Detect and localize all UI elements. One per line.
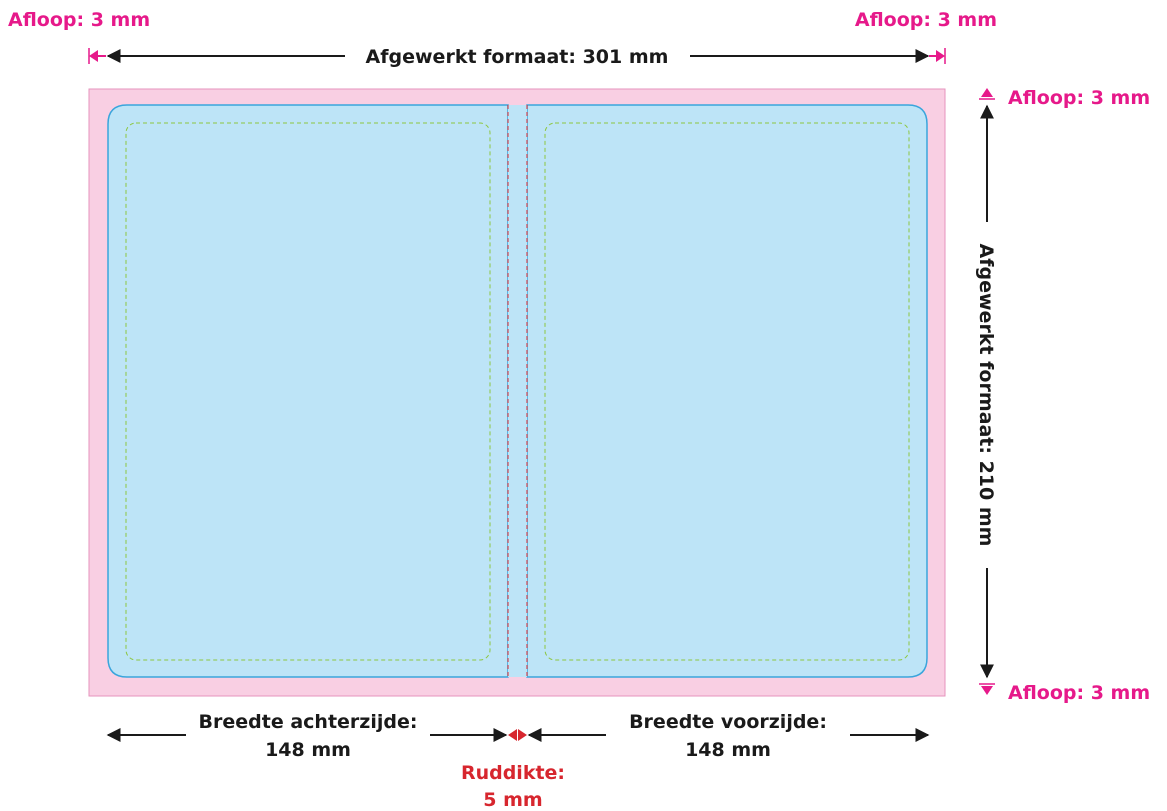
bleed-arrow-up-icon [981,88,993,97]
finished-width-label: Afgewerkt formaat: 301 mm [366,46,669,68]
back-width-label-line2: 148 mm [265,739,351,761]
front-cover-panel [526,104,928,678]
height-dimension: Afgewerkt formaat: 210 mm [975,88,997,695]
back-cover-panel [107,104,509,678]
width-dimension: Afgewerkt formaat: 301 mm [88,46,946,68]
spine-arrow-right-icon [518,729,527,741]
back-width-label-line1: Breedte achterzijde: [199,711,418,733]
bleed-label-right-bottom: Afloop: 3 mm [1008,682,1150,704]
bleed-arrow-down-icon [981,686,993,695]
back-cover-safe-zone [125,122,491,661]
bleed-label-right-top: Afloop: 3 mm [1008,87,1150,109]
front-width-label-line1: Breedte voorzijde: [629,711,827,733]
back-width-dimension: Breedte achterzijde: 148 mm [106,711,508,761]
spine-width-dimension: Ruddikte: 5 mm [461,729,565,811]
spine-arrow-left-icon [508,729,517,741]
bleed-arrow-right-icon [936,50,945,62]
front-width-dimension: Breedte voorzijde: 148 mm [527,711,930,761]
bleed-label-top-left: Afloop: 3 mm [8,9,150,31]
spine-panel [508,105,527,677]
bleed-arrow-left-icon [89,50,98,62]
spine-label-line1: Ruddikte: [461,762,565,784]
spine-label-line2: 5 mm [483,789,542,811]
front-cover-safe-zone [544,122,910,661]
finished-height-label: Afgewerkt formaat: 210 mm [975,244,997,547]
front-width-label-line2: 148 mm [685,739,771,761]
bleed-label-top-right: Afloop: 3 mm [855,9,997,31]
